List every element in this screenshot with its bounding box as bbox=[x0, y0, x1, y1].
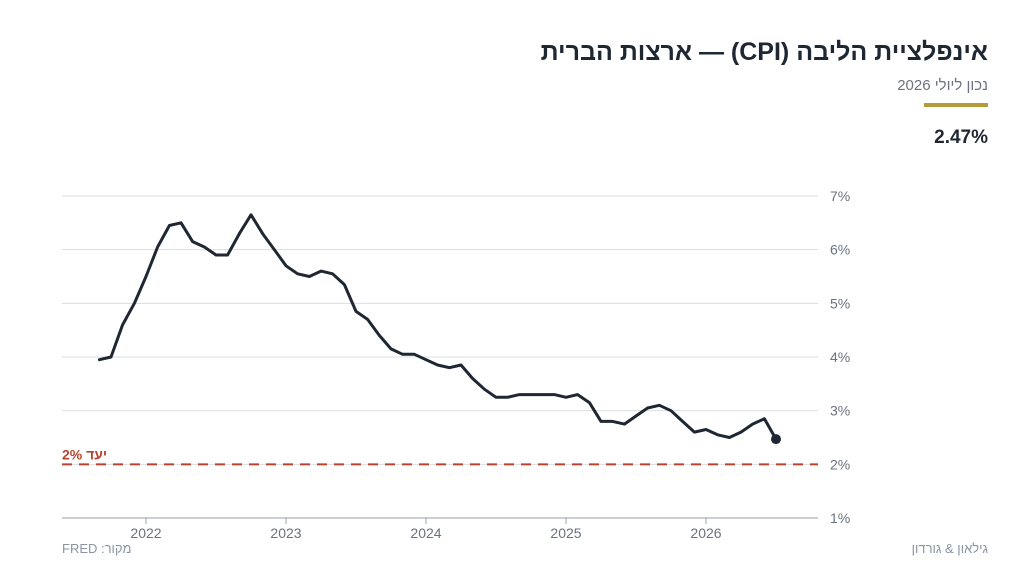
chart-title: אינפלציית הליבה (CPI) — ארצות הברית bbox=[540, 38, 988, 66]
x-tick-label: 2024 bbox=[410, 525, 441, 541]
accent-bar bbox=[924, 103, 988, 107]
y-tick-label: 1% bbox=[830, 510, 850, 526]
source-label: מקור: FRED bbox=[62, 541, 132, 556]
series-line bbox=[97, 213, 778, 441]
y-tick-label: 2% bbox=[830, 456, 850, 472]
x-tick-label: 2026 bbox=[690, 525, 721, 541]
brand-label: גילאון & גורדון bbox=[911, 541, 988, 556]
y-tick-label: 4% bbox=[830, 349, 850, 365]
target-label: יעד 2% bbox=[62, 446, 107, 462]
y-tick-label: 6% bbox=[830, 242, 850, 258]
latest-value: 2.47% bbox=[934, 127, 988, 148]
x-tick-label: 2023 bbox=[270, 525, 301, 541]
y-tick-label: 3% bbox=[830, 403, 850, 419]
y-tick-label: 5% bbox=[830, 295, 850, 311]
x-tick-label: 2022 bbox=[130, 525, 161, 541]
latest-point bbox=[771, 434, 781, 445]
chart-subtitle: נכון ליולי 2026 bbox=[897, 77, 988, 94]
x-tick-label: 2025 bbox=[550, 525, 581, 541]
y-tick-label: 7% bbox=[830, 188, 850, 204]
